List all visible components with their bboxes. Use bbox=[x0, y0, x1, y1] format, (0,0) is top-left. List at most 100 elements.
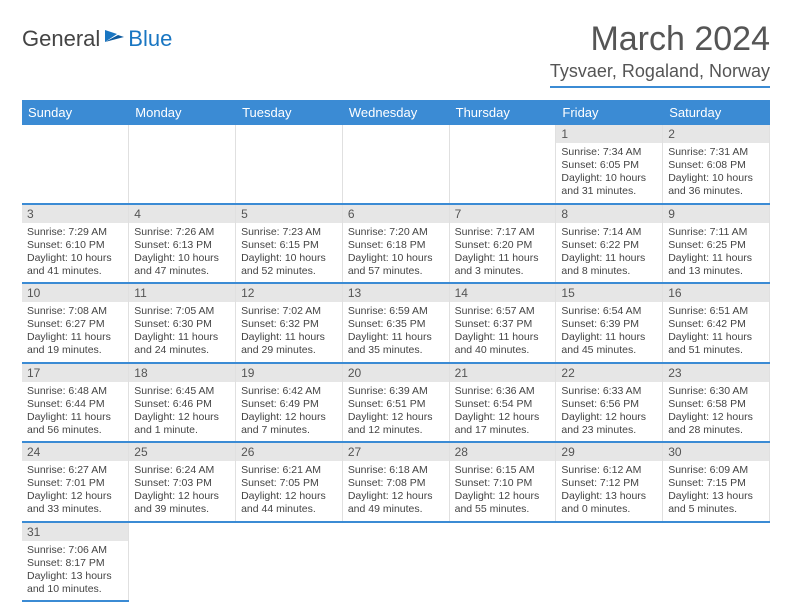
sunset-line: Sunset: 6:44 PM bbox=[27, 398, 123, 411]
day-number: 15 bbox=[556, 284, 662, 302]
calendar-row: 17Sunrise: 6:48 AMSunset: 6:44 PMDayligh… bbox=[22, 363, 770, 443]
sunset-line: Sunset: 6:58 PM bbox=[668, 398, 764, 411]
day-number: 18 bbox=[129, 364, 235, 382]
day-body: Sunrise: 7:31 AMSunset: 6:08 PMDaylight:… bbox=[663, 143, 769, 203]
calendar-row: 3Sunrise: 7:29 AMSunset: 6:10 PMDaylight… bbox=[22, 204, 770, 284]
day-body: Sunrise: 6:51 AMSunset: 6:42 PMDaylight:… bbox=[663, 302, 769, 362]
calendar-cell bbox=[22, 125, 129, 204]
daylight-line: Daylight: 10 hours and 41 minutes. bbox=[27, 252, 123, 278]
calendar-cell: 4Sunrise: 7:26 AMSunset: 6:13 PMDaylight… bbox=[129, 204, 236, 284]
day-number: 29 bbox=[556, 443, 662, 461]
calendar-cell: 5Sunrise: 7:23 AMSunset: 6:15 PMDaylight… bbox=[236, 204, 343, 284]
sunrise-line: Sunrise: 6:42 AM bbox=[241, 385, 337, 398]
day-number: 9 bbox=[663, 205, 769, 223]
weekday-header: Sunday bbox=[22, 100, 129, 125]
day-number: 13 bbox=[343, 284, 449, 302]
sunset-line: Sunset: 6:35 PM bbox=[348, 318, 444, 331]
calendar-cell: 22Sunrise: 6:33 AMSunset: 6:56 PMDayligh… bbox=[556, 363, 663, 443]
sunrise-line: Sunrise: 7:02 AM bbox=[241, 305, 337, 318]
day-body: Sunrise: 6:18 AMSunset: 7:08 PMDaylight:… bbox=[343, 461, 449, 521]
daylight-line: Daylight: 12 hours and 1 minute. bbox=[134, 411, 230, 437]
sunset-line: Sunset: 6:56 PM bbox=[561, 398, 657, 411]
sunrise-line: Sunrise: 7:29 AM bbox=[27, 226, 123, 239]
calendar-cell: 13Sunrise: 6:59 AMSunset: 6:35 PMDayligh… bbox=[342, 283, 449, 363]
day-body: Sunrise: 7:11 AMSunset: 6:25 PMDaylight:… bbox=[663, 223, 769, 283]
day-number: 12 bbox=[236, 284, 342, 302]
daylight-line: Daylight: 12 hours and 39 minutes. bbox=[134, 490, 230, 516]
day-body: Sunrise: 6:39 AMSunset: 6:51 PMDaylight:… bbox=[343, 382, 449, 442]
flag-icon bbox=[104, 28, 126, 51]
day-body: Sunrise: 7:17 AMSunset: 6:20 PMDaylight:… bbox=[450, 223, 556, 283]
daylight-line: Daylight: 10 hours and 47 minutes. bbox=[134, 252, 230, 278]
sunrise-line: Sunrise: 6:30 AM bbox=[668, 385, 764, 398]
calendar-cell bbox=[129, 522, 236, 602]
sunrise-line: Sunrise: 6:51 AM bbox=[668, 305, 764, 318]
daylight-line: Daylight: 11 hours and 51 minutes. bbox=[668, 331, 764, 357]
sunrise-line: Sunrise: 6:09 AM bbox=[668, 464, 764, 477]
header: General Blue March 2024 Tysvaer, Rogalan… bbox=[22, 20, 770, 88]
daylight-line: Daylight: 10 hours and 36 minutes. bbox=[668, 172, 764, 198]
sunset-line: Sunset: 6:15 PM bbox=[241, 239, 337, 252]
logo-text-general: General bbox=[22, 26, 100, 52]
day-body: Sunrise: 6:48 AMSunset: 6:44 PMDaylight:… bbox=[22, 382, 128, 442]
calendar-body: 1Sunrise: 7:34 AMSunset: 6:05 PMDaylight… bbox=[22, 125, 770, 601]
calendar-cell: 25Sunrise: 6:24 AMSunset: 7:03 PMDayligh… bbox=[129, 442, 236, 522]
sunset-line: Sunset: 7:05 PM bbox=[241, 477, 337, 490]
calendar-cell bbox=[236, 522, 343, 602]
day-number: 23 bbox=[663, 364, 769, 382]
sunset-line: Sunset: 6:49 PM bbox=[241, 398, 337, 411]
weekday-header: Thursday bbox=[449, 100, 556, 125]
sunrise-line: Sunrise: 7:11 AM bbox=[668, 226, 764, 239]
daylight-line: Daylight: 11 hours and 45 minutes. bbox=[561, 331, 657, 357]
sunrise-line: Sunrise: 6:21 AM bbox=[241, 464, 337, 477]
calendar-cell: 26Sunrise: 6:21 AMSunset: 7:05 PMDayligh… bbox=[236, 442, 343, 522]
sunset-line: Sunset: 6:10 PM bbox=[27, 239, 123, 252]
daylight-line: Daylight: 11 hours and 35 minutes. bbox=[348, 331, 444, 357]
daylight-line: Daylight: 11 hours and 29 minutes. bbox=[241, 331, 337, 357]
day-body: Sunrise: 6:30 AMSunset: 6:58 PMDaylight:… bbox=[663, 382, 769, 442]
day-number: 11 bbox=[129, 284, 235, 302]
sunset-line: Sunset: 7:15 PM bbox=[668, 477, 764, 490]
calendar-cell bbox=[342, 125, 449, 204]
daylight-line: Daylight: 12 hours and 44 minutes. bbox=[241, 490, 337, 516]
calendar-cell: 16Sunrise: 6:51 AMSunset: 6:42 PMDayligh… bbox=[663, 283, 770, 363]
calendar-cell: 18Sunrise: 6:45 AMSunset: 6:46 PMDayligh… bbox=[129, 363, 236, 443]
day-number: 24 bbox=[22, 443, 128, 461]
daylight-line: Daylight: 11 hours and 13 minutes. bbox=[668, 252, 764, 278]
day-body: Sunrise: 6:59 AMSunset: 6:35 PMDaylight:… bbox=[343, 302, 449, 362]
calendar-table: SundayMondayTuesdayWednesdayThursdayFrid… bbox=[22, 100, 770, 602]
day-number: 26 bbox=[236, 443, 342, 461]
sunrise-line: Sunrise: 7:26 AM bbox=[134, 226, 230, 239]
calendar-cell: 23Sunrise: 6:30 AMSunset: 6:58 PMDayligh… bbox=[663, 363, 770, 443]
sunset-line: Sunset: 8:17 PM bbox=[27, 557, 123, 570]
daylight-line: Daylight: 13 hours and 0 minutes. bbox=[561, 490, 657, 516]
calendar-row: 31Sunrise: 7:06 AMSunset: 8:17 PMDayligh… bbox=[22, 522, 770, 602]
day-body: Sunrise: 6:36 AMSunset: 6:54 PMDaylight:… bbox=[450, 382, 556, 442]
calendar-cell bbox=[342, 522, 449, 602]
day-body: Sunrise: 6:15 AMSunset: 7:10 PMDaylight:… bbox=[450, 461, 556, 521]
sunset-line: Sunset: 6:30 PM bbox=[134, 318, 230, 331]
day-number: 27 bbox=[343, 443, 449, 461]
calendar-cell: 29Sunrise: 6:12 AMSunset: 7:12 PMDayligh… bbox=[556, 442, 663, 522]
sunset-line: Sunset: 6:20 PM bbox=[455, 239, 551, 252]
daylight-line: Daylight: 13 hours and 10 minutes. bbox=[27, 570, 123, 596]
sunset-line: Sunset: 7:12 PM bbox=[561, 477, 657, 490]
day-number: 5 bbox=[236, 205, 342, 223]
day-body: Sunrise: 6:21 AMSunset: 7:05 PMDaylight:… bbox=[236, 461, 342, 521]
sunrise-line: Sunrise: 6:54 AM bbox=[561, 305, 657, 318]
sunrise-line: Sunrise: 6:24 AM bbox=[134, 464, 230, 477]
daylight-line: Daylight: 11 hours and 3 minutes. bbox=[455, 252, 551, 278]
sunrise-line: Sunrise: 6:48 AM bbox=[27, 385, 123, 398]
sunset-line: Sunset: 6:32 PM bbox=[241, 318, 337, 331]
day-body: Sunrise: 7:26 AMSunset: 6:13 PMDaylight:… bbox=[129, 223, 235, 283]
sunset-line: Sunset: 6:51 PM bbox=[348, 398, 444, 411]
sunset-line: Sunset: 6:54 PM bbox=[455, 398, 551, 411]
day-number: 19 bbox=[236, 364, 342, 382]
day-body: Sunrise: 6:09 AMSunset: 7:15 PMDaylight:… bbox=[663, 461, 769, 521]
location: Tysvaer, Rogaland, Norway bbox=[550, 61, 770, 88]
sunset-line: Sunset: 6:25 PM bbox=[668, 239, 764, 252]
daylight-line: Daylight: 12 hours and 49 minutes. bbox=[348, 490, 444, 516]
day-number: 4 bbox=[129, 205, 235, 223]
daylight-line: Daylight: 11 hours and 56 minutes. bbox=[27, 411, 123, 437]
day-number: 25 bbox=[129, 443, 235, 461]
